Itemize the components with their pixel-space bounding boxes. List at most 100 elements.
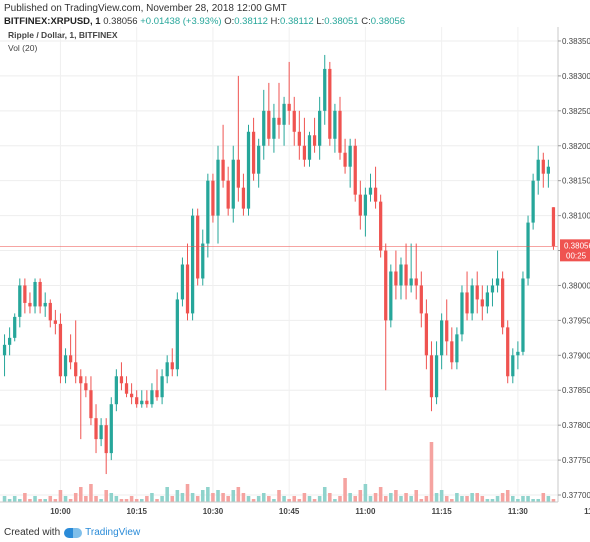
candle-body[interactable] <box>399 264 403 286</box>
price-axis[interactable]: 0.38350 0.38300 0.38250 0.38200 0.38150 0.381… <box>557 27 590 502</box>
candle-body[interactable] <box>363 194 368 216</box>
candle-body[interactable] <box>353 145 357 195</box>
candle-body[interactable] <box>506 327 510 377</box>
candle-body[interactable] <box>206 180 210 244</box>
candle-body[interactable] <box>536 159 540 181</box>
candle-body[interactable] <box>312 135 317 146</box>
candle-body[interactable] <box>38 281 42 307</box>
candle-body[interactable] <box>455 334 459 363</box>
candle-body[interactable] <box>99 425 103 440</box>
candle-body[interactable] <box>440 320 444 356</box>
candle-body[interactable] <box>68 355 73 363</box>
candle-body[interactable] <box>155 390 159 398</box>
candle-body[interactable] <box>302 145 307 160</box>
candle-body[interactable] <box>328 68 332 139</box>
candle-body[interactable] <box>211 180 215 216</box>
candle-body[interactable] <box>490 285 495 293</box>
candle-body[interactable] <box>221 159 225 181</box>
candle-body[interactable] <box>272 117 276 139</box>
candle-body[interactable] <box>231 159 235 209</box>
candle-body[interactable] <box>424 313 429 356</box>
candle-body[interactable] <box>79 376 83 384</box>
candle-body[interactable] <box>531 180 535 223</box>
candle-body[interactable] <box>23 285 27 303</box>
candle-body[interactable] <box>74 362 78 377</box>
candle-body[interactable] <box>389 271 393 321</box>
candle-body[interactable] <box>546 166 551 174</box>
symbol-name[interactable]: BITFINEX:XRPUSD, 1 <box>4 16 101 27</box>
candle-body[interactable] <box>318 110 322 146</box>
candle-body[interactable] <box>201 243 205 279</box>
candle-body[interactable] <box>460 292 464 335</box>
candle-body[interactable] <box>114 376 118 405</box>
candle-body[interactable] <box>434 355 439 398</box>
candle-body[interactable] <box>450 341 454 363</box>
candles[interactable] <box>2 54 556 475</box>
candle-body[interactable] <box>501 278 505 328</box>
candle-body[interactable] <box>333 110 337 139</box>
candle-body[interactable] <box>262 110 266 146</box>
candle-body[interactable] <box>358 194 362 216</box>
candle-body[interactable] <box>104 425 108 454</box>
candle-body[interactable] <box>150 390 154 405</box>
candle-body[interactable] <box>226 180 230 209</box>
candle-body[interactable] <box>485 292 490 307</box>
candle-body[interactable] <box>119 376 124 384</box>
candle-body[interactable] <box>480 299 484 307</box>
candle-body[interactable] <box>414 278 418 286</box>
candle-body[interactable] <box>13 316 17 338</box>
candle-body[interactable] <box>196 215 200 279</box>
candle-body[interactable] <box>384 250 388 321</box>
candle-body[interactable] <box>145 400 149 405</box>
candle-body[interactable] <box>129 393 134 398</box>
candle-body[interactable] <box>7 337 12 345</box>
candle-body[interactable] <box>160 376 164 398</box>
candle-body[interactable] <box>28 302 32 307</box>
candle-body[interactable] <box>2 344 7 356</box>
candlestick-chart[interactable]: 0.38350 0.38300 0.38250 0.38200 0.38150 0.381… <box>0 27 590 515</box>
candle-body[interactable] <box>307 135 312 160</box>
candle-body[interactable] <box>185 264 190 314</box>
candle-body[interactable] <box>53 320 57 324</box>
candle-body[interactable] <box>109 404 113 454</box>
candle-body[interactable] <box>175 299 179 370</box>
candle-body[interactable] <box>526 222 530 279</box>
candle-body[interactable] <box>236 159 240 188</box>
candle-body[interactable] <box>135 397 139 405</box>
candle-body[interactable] <box>282 103 286 125</box>
candle-body[interactable] <box>348 145 352 167</box>
candle-body[interactable] <box>140 400 144 405</box>
candle-body[interactable] <box>287 103 291 111</box>
candle-body[interactable] <box>470 285 474 314</box>
candle-body[interactable] <box>394 271 398 286</box>
candle-body[interactable] <box>551 207 556 247</box>
candle-body[interactable] <box>58 323 63 377</box>
candle-body[interactable] <box>465 292 469 314</box>
candle-body[interactable] <box>89 390 93 419</box>
candle-body[interactable] <box>419 285 423 314</box>
candle-body[interactable] <box>63 355 68 377</box>
candle-body[interactable] <box>379 201 383 251</box>
candle-body[interactable] <box>84 383 88 391</box>
candle-body[interactable] <box>297 131 301 146</box>
candle-body[interactable] <box>368 187 373 195</box>
candle-body[interactable] <box>124 383 129 394</box>
candle-body[interactable] <box>165 362 169 377</box>
candle-body[interactable] <box>170 362 174 370</box>
candle-body[interactable] <box>373 187 378 202</box>
candle-body[interactable] <box>251 131 256 174</box>
candle-body[interactable] <box>409 278 413 286</box>
candle-body[interactable] <box>190 215 195 314</box>
candle-body[interactable] <box>241 187 246 209</box>
candle-body[interactable] <box>404 264 408 286</box>
candle-body[interactable] <box>277 117 281 125</box>
candle-body[interactable] <box>246 131 251 209</box>
candle-body[interactable] <box>94 418 98 440</box>
candle-body[interactable] <box>323 68 327 111</box>
candle-body[interactable] <box>216 159 220 216</box>
candle-body[interactable] <box>511 355 515 377</box>
candle-body[interactable] <box>343 152 347 167</box>
candle-body[interactable] <box>267 110 271 139</box>
time-axis[interactable]: 10:00 10:15 10:30 10:45 11:00 11:15 11:30 11:46… <box>0 501 590 515</box>
tradingview-link[interactable]: TradingView <box>64 527 140 538</box>
